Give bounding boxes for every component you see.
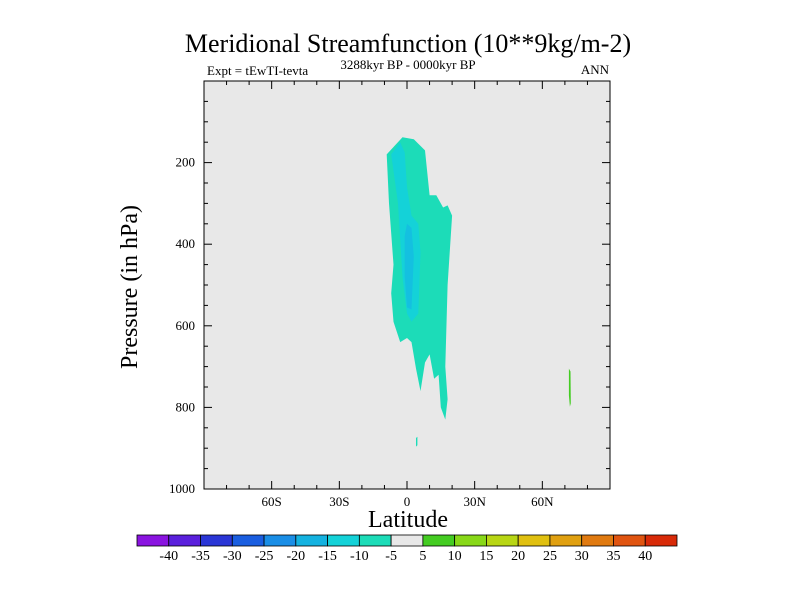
- chart-title: Meridional Streamfunction (10**9kg/m-2): [185, 29, 631, 58]
- colorbar-label: 20: [511, 549, 525, 564]
- colorbar-label: -15: [318, 549, 337, 564]
- y-tick-label: 200: [176, 155, 196, 170]
- colorbar-label: -30: [223, 549, 242, 564]
- y-tick-label: 400: [176, 236, 196, 251]
- colorbar-swatch: [454, 534, 487, 547]
- colorbar-swatch: [390, 534, 424, 547]
- y-axis-label: Pressure (in hPa): [117, 205, 143, 369]
- colorbar-label: -35: [191, 549, 210, 564]
- time-range-label: 3288kyr BP - 0000kyr BP: [340, 57, 475, 72]
- season-label: ANN: [581, 62, 610, 77]
- colorbar-swatch: [231, 534, 265, 547]
- y-tick-label: 800: [176, 399, 196, 414]
- x-tick-label: 30S: [329, 494, 349, 509]
- colorbar-label: -20: [286, 549, 305, 564]
- bottom-blip: [416, 436, 418, 447]
- colorbar-swatch: [200, 534, 233, 547]
- colorbar-label: 10: [448, 549, 462, 564]
- colorbar-label: -5: [385, 549, 397, 564]
- y-tick-label: 600: [176, 318, 196, 333]
- colorbar-label: -40: [159, 549, 178, 564]
- colorbar-swatch: [644, 534, 678, 547]
- colorbar-swatch: [327, 534, 360, 547]
- colorbar-label: -25: [255, 549, 274, 564]
- colorbar-swatch: [613, 534, 646, 547]
- colorbar: -40 -35 -30 -25 -20 -15 -10 -5 5 10 15 20 25 30 35 40: [136, 534, 678, 564]
- colorbar-label: 25: [543, 549, 557, 564]
- colorbar-label: -10: [350, 549, 369, 564]
- colorbar-swatch: [358, 534, 392, 547]
- colorbar-swatch: [549, 534, 583, 547]
- colorbar-swatch: [517, 534, 551, 547]
- x-tick-label: 30N: [463, 494, 486, 509]
- y-tick-label: 1000: [169, 481, 195, 496]
- experiment-label: Expt = tEwTI-tevta: [207, 63, 308, 78]
- colorbar-swatch: [136, 534, 170, 547]
- colorbar-label: 5: [419, 549, 426, 564]
- axes-ticks: 60S 30S 0 30N 60N 200 400 600 800 1000: [169, 81, 610, 509]
- contour-regions: [386, 137, 571, 447]
- colorbar-swatch: [295, 534, 328, 547]
- colorbar-swatch: [581, 534, 614, 547]
- colorbar-swatch: [486, 534, 519, 547]
- positive-5-to-10-sliver: [568, 368, 571, 407]
- colorbar-swatch: [263, 534, 297, 547]
- colorbar-label: 40: [638, 549, 652, 564]
- colorbar-label: 15: [479, 549, 493, 564]
- colorbar-label: 30: [575, 549, 589, 564]
- colorbar-swatch: [168, 534, 201, 547]
- x-axis-label: Latitude: [368, 507, 448, 533]
- colorbar-swatch: [422, 534, 456, 547]
- colorbar-label: 35: [606, 549, 620, 564]
- x-tick-label: 0: [404, 494, 411, 509]
- x-tick-label: 60N: [531, 494, 554, 509]
- negative-15-to-10-core: [404, 223, 414, 310]
- x-tick-label: 60S: [262, 494, 282, 509]
